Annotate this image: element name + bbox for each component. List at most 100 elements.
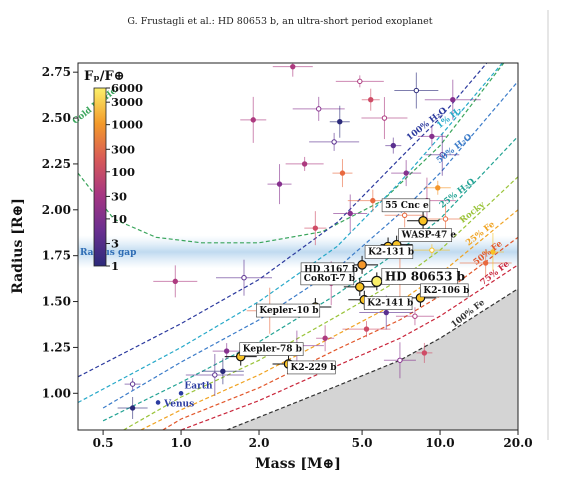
planet-label-8: Kepler-10 b bbox=[259, 306, 318, 316]
curve-2 bbox=[78, 63, 504, 404]
labelled-planet-point-0 bbox=[371, 275, 383, 287]
planet-point-11 bbox=[301, 161, 308, 167]
planet-point-27 bbox=[442, 216, 449, 222]
x-tick-label-4: 10.0 bbox=[425, 436, 454, 450]
planet-point-33 bbox=[412, 313, 418, 319]
curve-6 bbox=[140, 209, 518, 430]
y-axis: 1.00 1.25 1.50 1.75 2.00 2.25 2.50 2.75 bbox=[42, 65, 78, 400]
curve-1 bbox=[78, 63, 488, 378]
planet-label-box-7 bbox=[420, 283, 469, 298]
colorbar-tick-label-3: 30 bbox=[111, 189, 127, 203]
planet-labels: Earth Venus HD 80653 b 55 Cnc e WASP-47 e K2-… bbox=[163, 198, 469, 409]
x-axis-label: Mass [M⊕] bbox=[255, 456, 341, 472]
colorbar-tick-label-7: 3000 bbox=[111, 95, 143, 109]
forbidden-region bbox=[226, 288, 518, 430]
planet-point-36 bbox=[429, 247, 435, 253]
planet-point-39 bbox=[439, 152, 445, 158]
x-tick-label-3: 5.0 bbox=[352, 436, 373, 450]
planet-point-3 bbox=[212, 372, 218, 378]
y-axis-label: Radius [R⊕] bbox=[10, 198, 26, 294]
planet-label-2: WASP-47 e bbox=[401, 231, 457, 241]
planet-point-37 bbox=[370, 197, 376, 204]
planet-label-3: K2-131 b bbox=[368, 248, 414, 258]
y-tick-label-4: 2.00 bbox=[42, 203, 71, 217]
planet-point-1 bbox=[129, 405, 136, 411]
planet-point-7 bbox=[250, 117, 256, 123]
y-tick-label-6: 2.50 bbox=[42, 111, 71, 125]
planet-point-13 bbox=[312, 225, 319, 231]
planet-point-10 bbox=[276, 181, 283, 187]
planet-label-box-2 bbox=[398, 228, 452, 242]
planet-point-28 bbox=[450, 97, 456, 103]
solar-planet-point-0 bbox=[178, 390, 184, 397]
planet-point-26 bbox=[429, 133, 435, 140]
planet-point-0 bbox=[129, 381, 136, 387]
colorbar-tick-label-5: 300 bbox=[111, 142, 135, 156]
solar-system-planets bbox=[155, 390, 184, 406]
planet-point-5 bbox=[220, 368, 226, 374]
planet-point-17 bbox=[347, 210, 353, 217]
planet-point-42 bbox=[397, 357, 403, 363]
planet-label-0: HD 80653 b bbox=[385, 269, 465, 283]
planet-point-6 bbox=[241, 274, 247, 281]
planet-point-19 bbox=[368, 97, 374, 103]
y-tick-label-3: 1.75 bbox=[42, 249, 71, 263]
planet-label-box-6 bbox=[364, 296, 413, 311]
y-tick-label-0: 1.00 bbox=[42, 386, 71, 400]
planet-point-34 bbox=[482, 260, 489, 266]
planet-label-7: K2-106 b bbox=[423, 286, 469, 296]
planet-point-21 bbox=[381, 115, 388, 121]
planet-point-20 bbox=[375, 42, 379, 46]
colorbar-ramp bbox=[93, 87, 107, 267]
planet-point-15 bbox=[331, 139, 337, 145]
x-axis: 0.5 1.0 2.0 5.0 10.0 20.0 bbox=[93, 430, 533, 450]
planet-label-box-5 bbox=[300, 271, 355, 286]
curve-3 bbox=[102, 80, 518, 409]
curve-0 bbox=[78, 63, 505, 244]
planet-point-41 bbox=[322, 335, 328, 341]
labelled-planet-point-5 bbox=[355, 282, 365, 292]
planet-point-38 bbox=[337, 119, 343, 125]
planet-point-35 bbox=[490, 249, 496, 255]
planet-point-29 bbox=[435, 185, 441, 191]
planet-point-22 bbox=[390, 142, 397, 149]
planet-label-box-0 bbox=[381, 268, 458, 285]
colorbar-tick-label-4: 100 bbox=[111, 165, 135, 179]
plot-frame bbox=[77, 62, 519, 431]
planet-point-23 bbox=[403, 170, 409, 176]
solar-planet-point-1 bbox=[155, 399, 161, 406]
planet-label-box-9 bbox=[239, 342, 304, 356]
colorbar-title: Fₚ/F⊕ bbox=[84, 69, 125, 84]
colorbar-tick-label-0: 1 bbox=[111, 259, 119, 273]
planet-point-2 bbox=[172, 278, 178, 285]
other-planets bbox=[129, 42, 496, 411]
planet-label-6: K2-141 b bbox=[367, 299, 413, 309]
planet-point-4 bbox=[223, 348, 230, 354]
labelled-planet-point-1 bbox=[418, 216, 428, 226]
planet-label-9: Kepler-78 b bbox=[243, 345, 302, 355]
x-tick-label-1: 1.0 bbox=[171, 436, 192, 450]
curve-8 bbox=[180, 264, 518, 430]
planet-label-4: HD 3167 b bbox=[304, 265, 358, 275]
radius-gap-label: Radius gap bbox=[80, 248, 136, 258]
planet-point-24 bbox=[413, 87, 420, 94]
planet-point-30 bbox=[401, 212, 408, 219]
running-title: G. Frustagli et al.: HD 80653 b, an ultr… bbox=[127, 16, 432, 27]
colorbar-tick-label-8: 6000 bbox=[111, 81, 143, 95]
planet-point-16 bbox=[339, 170, 346, 176]
x-tick-label-5: 20.0 bbox=[503, 436, 532, 450]
x-tick-label-2: 2.0 bbox=[249, 436, 270, 450]
planet-label-box-10 bbox=[287, 360, 336, 375]
y-tick-label-2: 1.50 bbox=[42, 295, 71, 309]
planet-label-box-8 bbox=[256, 303, 321, 318]
y-tick-label-1: 1.25 bbox=[42, 340, 71, 354]
colorbar-tick-label-1: 3 bbox=[111, 237, 119, 251]
x-tick-label-0: 0.5 bbox=[93, 436, 114, 450]
planet-point-8 bbox=[290, 63, 296, 70]
planet-point-12 bbox=[316, 106, 322, 112]
colorbar-tick-label-2: 10 bbox=[111, 212, 127, 226]
solar-planet-label-1: Venus bbox=[163, 399, 194, 409]
